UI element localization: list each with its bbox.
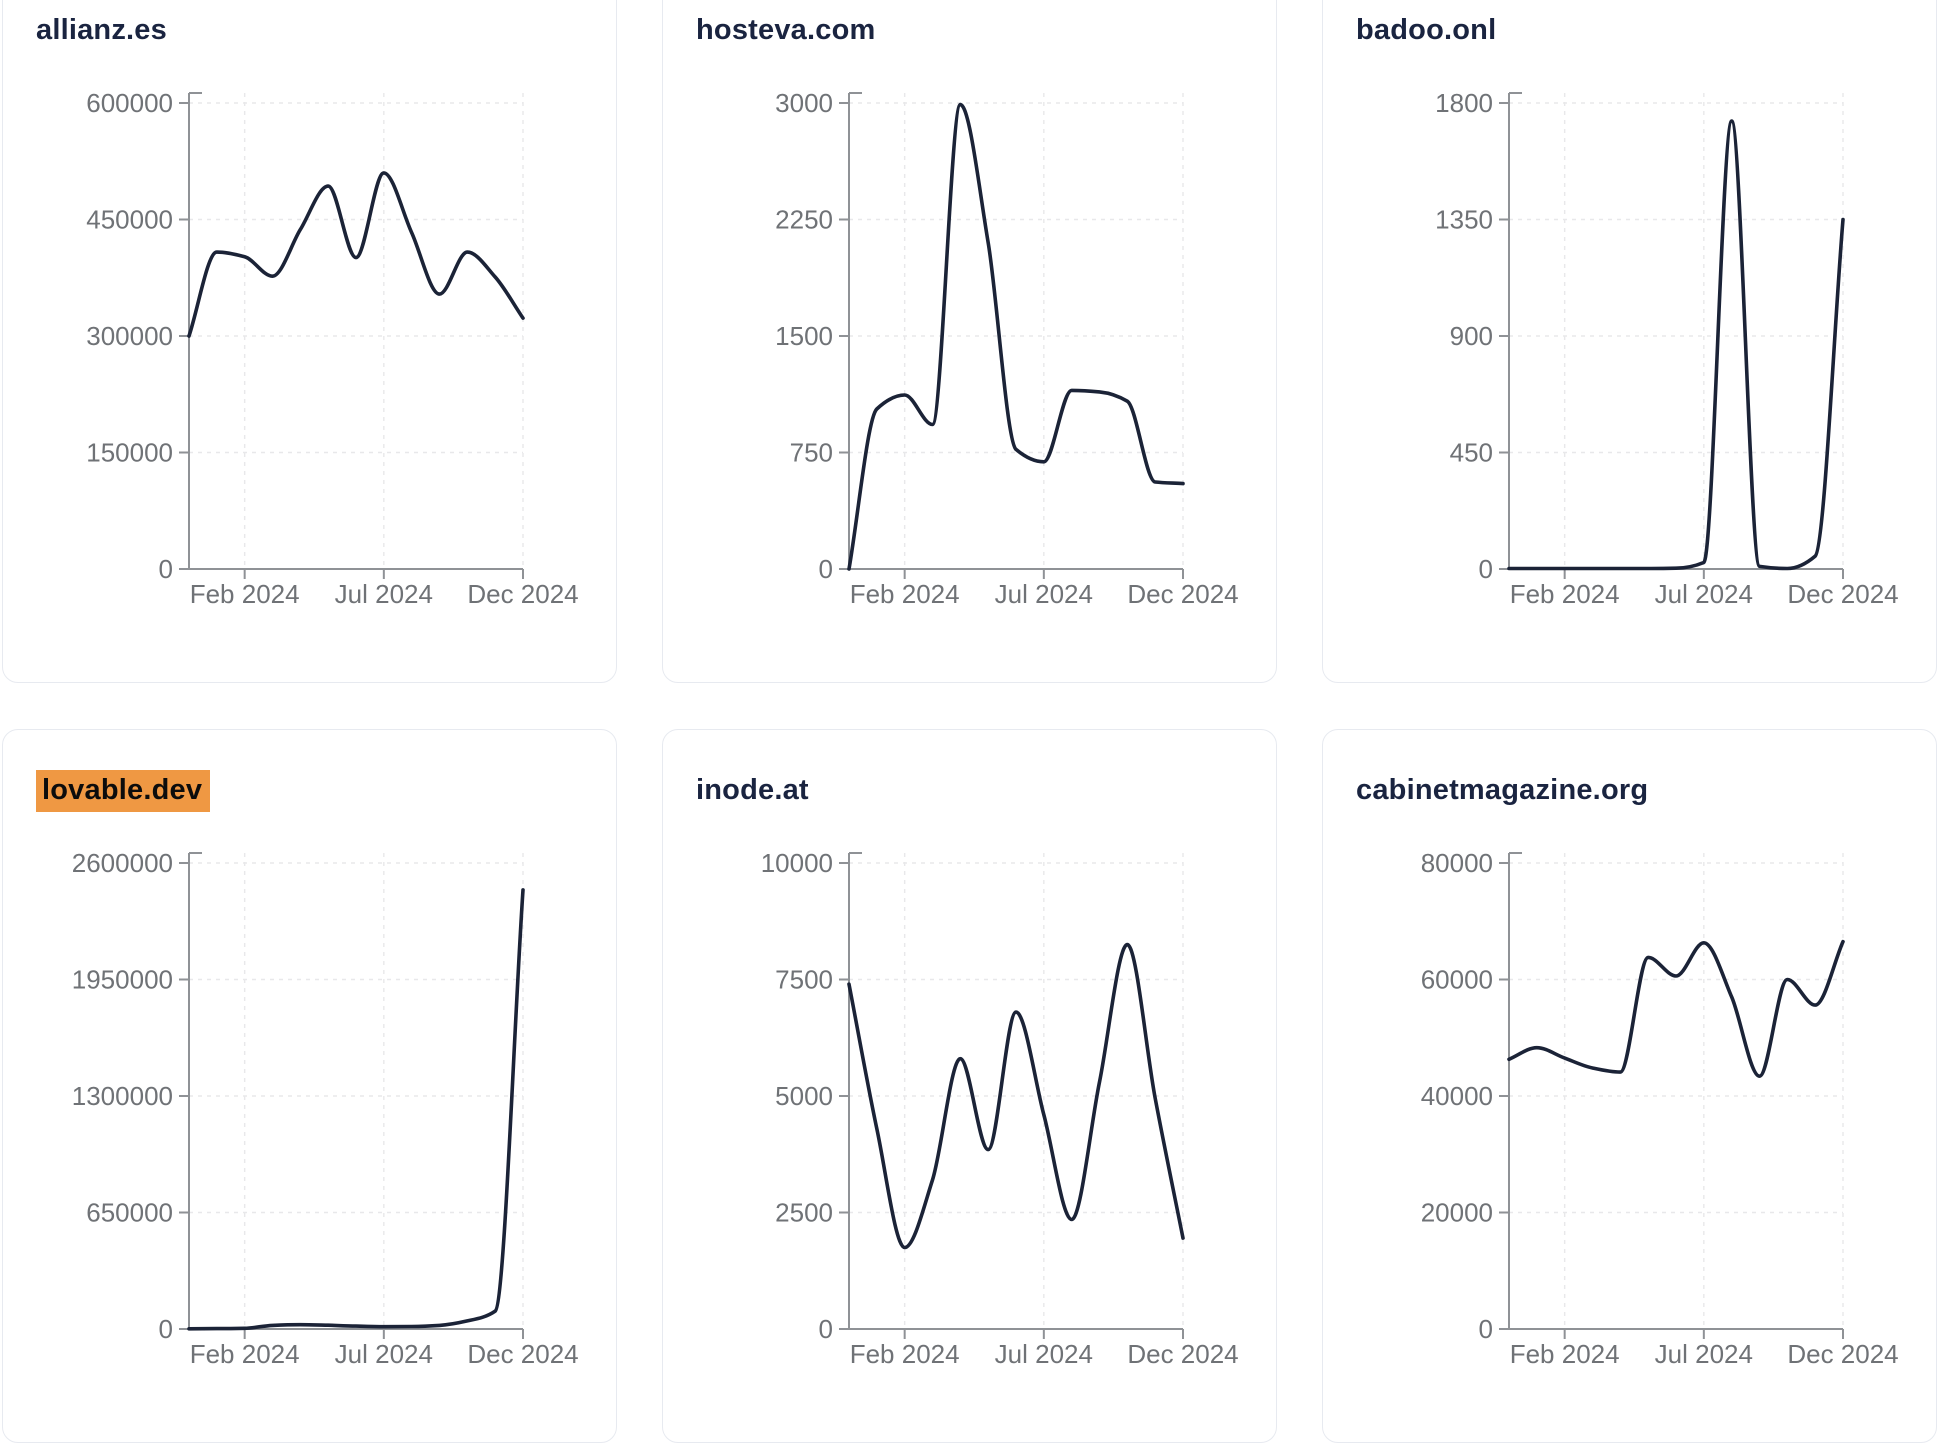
gridlines bbox=[1509, 93, 1844, 569]
svg-text:600000: 600000 bbox=[86, 88, 173, 118]
svg-text:450: 450 bbox=[1450, 438, 1493, 468]
series-line bbox=[1507, 939, 1845, 1078]
axes bbox=[1499, 852, 1844, 1339]
svg-text:450000: 450000 bbox=[86, 205, 173, 235]
y-axis-labels: 600000 450000 300000 150000 0 bbox=[86, 88, 173, 584]
series-line bbox=[1507, 119, 1845, 571]
chart-title-highlighted: lovable.dev bbox=[36, 770, 211, 812]
chart-title: badoo.onl bbox=[1356, 14, 1497, 46]
svg-text:0: 0 bbox=[819, 1314, 833, 1344]
chart-title: cabinetmagazine.org bbox=[1356, 774, 1649, 806]
chart-card-hosteva[interactable]: hosteva.com 3000 2250 1500 750 0 Feb 2024 Jul … bbox=[662, 0, 1277, 683]
svg-text:0: 0 bbox=[819, 554, 833, 584]
svg-text:1500: 1500 bbox=[775, 321, 833, 351]
svg-text:Dec 2024: Dec 2024 bbox=[1127, 1339, 1238, 1369]
svg-text:Jul 2024: Jul 2024 bbox=[995, 579, 1093, 609]
y-axis-labels: 10000 7500 5000 2500 0 bbox=[761, 848, 833, 1344]
svg-text:7500: 7500 bbox=[775, 965, 833, 995]
svg-text:2600000: 2600000 bbox=[72, 848, 173, 878]
line-chart: 80000 60000 40000 20000 0 Feb 2024 Jul 2024 Dec… bbox=[1421, 848, 1899, 1369]
gridlines bbox=[849, 93, 1184, 569]
x-axis-labels: Feb 2024 Jul 2024 Dec 2024 bbox=[850, 1339, 1239, 1369]
svg-text:40000: 40000 bbox=[1421, 1081, 1493, 1111]
line-chart: 2600000 1950000 1300000 650000 0 Feb 2024 Jul … bbox=[72, 848, 579, 1369]
line-chart: 1800 1350 900 450 0 Feb 2024 Jul 2024 Dec 2024 bbox=[1435, 88, 1899, 609]
svg-text:1350: 1350 bbox=[1435, 205, 1493, 235]
line-chart: 10000 7500 5000 2500 0 Feb 2024 Jul 2024 Dec 20… bbox=[761, 848, 1239, 1369]
svg-text:Feb 2024: Feb 2024 bbox=[1510, 1339, 1620, 1369]
x-axis-labels: Feb 2024 Jul 2024 Dec 2024 bbox=[1510, 579, 1899, 609]
svg-text:Feb 2024: Feb 2024 bbox=[190, 579, 300, 609]
y-axis-labels: 3000 2250 1500 750 0 bbox=[775, 88, 833, 584]
series-line bbox=[187, 171, 525, 338]
svg-text:2500: 2500 bbox=[775, 1198, 833, 1228]
svg-text:Feb 2024: Feb 2024 bbox=[190, 1339, 300, 1369]
svg-text:650000: 650000 bbox=[86, 1198, 173, 1228]
axes bbox=[839, 852, 1184, 1339]
svg-text:0: 0 bbox=[159, 554, 173, 584]
svg-text:0: 0 bbox=[1479, 1314, 1493, 1344]
series-line bbox=[847, 102, 1185, 571]
chart-card-badoo[interactable]: badoo.onl 1800 1350 900 450 0 Feb 2024 Jul 202… bbox=[1322, 0, 1937, 683]
y-axis-labels: 2600000 1950000 1300000 650000 0 bbox=[72, 848, 173, 1344]
chart-card-allianz[interactable]: allianz.es 600000 450000 300000 150000 0 Feb … bbox=[2, 0, 617, 683]
chart-card-lovable[interactable]: lovable.dev 2600000 1950000 1300000 650000 0… bbox=[2, 729, 617, 1443]
chart-card-cabinetmagazine[interactable]: cabinetmagazine.org 80000 60000 40000 20000… bbox=[1322, 729, 1937, 1443]
series-line bbox=[187, 888, 525, 1331]
chart-title: allianz.es bbox=[36, 14, 167, 46]
svg-text:900: 900 bbox=[1450, 321, 1493, 351]
svg-text:80000: 80000 bbox=[1421, 848, 1493, 878]
y-axis-labels: 1800 1350 900 450 0 bbox=[1435, 88, 1493, 584]
svg-text:1300000: 1300000 bbox=[72, 1081, 173, 1111]
x-axis-labels: Feb 2024 Jul 2024 Dec 2024 bbox=[190, 579, 579, 609]
series-line bbox=[847, 942, 1185, 1250]
svg-text:750: 750 bbox=[790, 438, 833, 468]
svg-text:Jul 2024: Jul 2024 bbox=[995, 1339, 1093, 1369]
svg-text:Jul 2024: Jul 2024 bbox=[335, 1339, 433, 1369]
svg-text:Feb 2024: Feb 2024 bbox=[850, 579, 960, 609]
svg-text:Jul 2024: Jul 2024 bbox=[1655, 579, 1753, 609]
gridlines bbox=[1509, 853, 1844, 1329]
svg-text:Dec 2024: Dec 2024 bbox=[467, 579, 578, 609]
svg-text:Dec 2024: Dec 2024 bbox=[467, 1339, 578, 1369]
x-axis-labels: Feb 2024 Jul 2024 Dec 2024 bbox=[190, 1339, 579, 1369]
svg-text:Jul 2024: Jul 2024 bbox=[1655, 1339, 1753, 1369]
axes bbox=[839, 92, 1184, 579]
svg-text:150000: 150000 bbox=[86, 438, 173, 468]
line-chart: 600000 450000 300000 150000 0 Feb 2024 Jul 202… bbox=[86, 88, 579, 609]
svg-text:Feb 2024: Feb 2024 bbox=[1510, 579, 1620, 609]
svg-text:1950000: 1950000 bbox=[72, 965, 173, 995]
svg-text:Dec 2024: Dec 2024 bbox=[1787, 579, 1898, 609]
line-chart: 3000 2250 1500 750 0 Feb 2024 Jul 2024 Dec 2024 bbox=[775, 88, 1239, 609]
svg-text:5000: 5000 bbox=[775, 1081, 833, 1111]
x-axis-labels: Feb 2024 Jul 2024 Dec 2024 bbox=[850, 579, 1239, 609]
svg-text:Jul 2024: Jul 2024 bbox=[335, 579, 433, 609]
gridlines bbox=[189, 853, 524, 1329]
svg-text:20000: 20000 bbox=[1421, 1198, 1493, 1228]
svg-text:10000: 10000 bbox=[761, 848, 833, 878]
svg-text:0: 0 bbox=[1479, 554, 1493, 584]
svg-text:Feb 2024: Feb 2024 bbox=[850, 1339, 960, 1369]
svg-text:Dec 2024: Dec 2024 bbox=[1127, 579, 1238, 609]
svg-text:1800: 1800 bbox=[1435, 88, 1493, 118]
gridlines bbox=[189, 93, 524, 569]
svg-text:300000: 300000 bbox=[86, 321, 173, 351]
svg-text:2250: 2250 bbox=[775, 205, 833, 235]
gridlines bbox=[849, 853, 1184, 1329]
svg-text:60000: 60000 bbox=[1421, 965, 1493, 995]
svg-text:0: 0 bbox=[159, 1314, 173, 1344]
y-axis-labels: 80000 60000 40000 20000 0 bbox=[1421, 848, 1493, 1344]
chart-title: hosteva.com bbox=[696, 14, 876, 46]
x-axis-labels: Feb 2024 Jul 2024 Dec 2024 bbox=[1510, 1339, 1899, 1369]
chart-card-inode[interactable]: inode.at 10000 7500 5000 2500 0 Feb 2024 Jul 2… bbox=[662, 729, 1277, 1443]
svg-text:Dec 2024: Dec 2024 bbox=[1787, 1339, 1898, 1369]
svg-text:3000: 3000 bbox=[775, 88, 833, 118]
chart-title: inode.at bbox=[696, 774, 809, 806]
